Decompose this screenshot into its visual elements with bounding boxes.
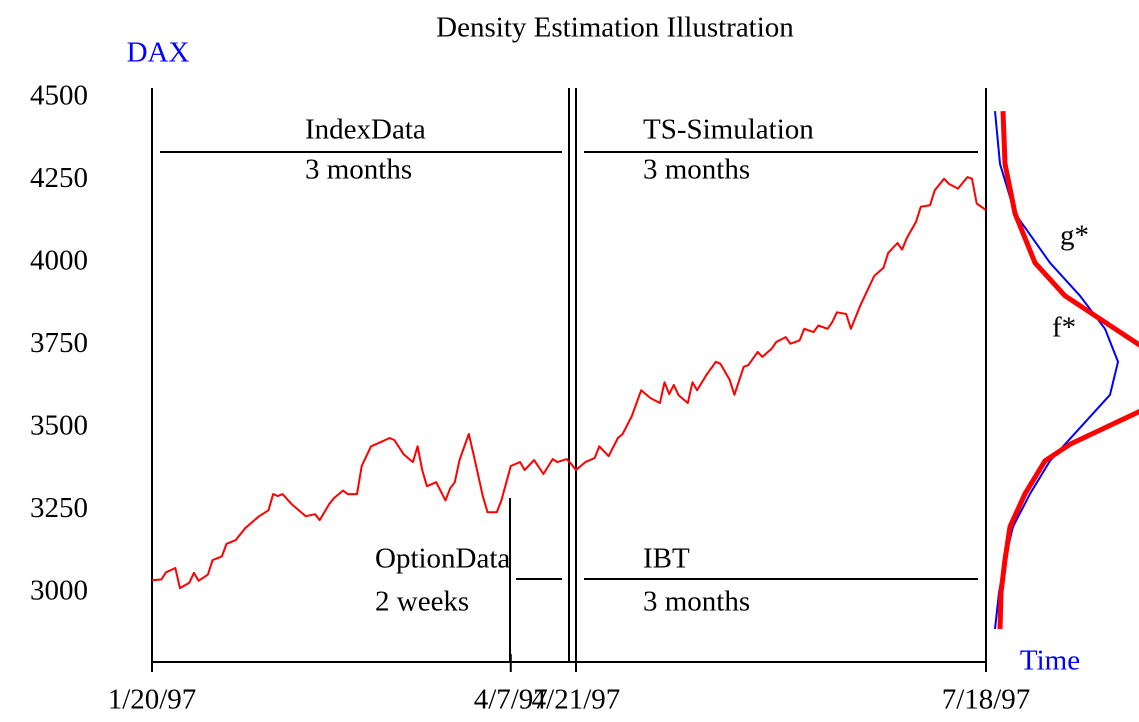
annotation: 3 months	[643, 586, 750, 618]
x-tick-label: 4/21/97	[532, 684, 621, 716]
annotation: TS-Simulation	[643, 114, 814, 146]
x-tick-label: 7/18/97	[942, 684, 1031, 716]
x-tick-label: 1/20/97	[108, 684, 197, 716]
y-tick-label: 3750	[30, 327, 88, 359]
annotation: OptionData	[375, 543, 510, 575]
density-label: g*	[1060, 220, 1089, 252]
y-tick-label: 4000	[30, 244, 88, 276]
density-label: f*	[1052, 312, 1076, 344]
annotation: IndexData	[305, 114, 426, 146]
annotation: 3 months	[643, 154, 750, 186]
y-tick-label: 3250	[30, 492, 88, 524]
y-axis-label: DAX	[127, 37, 190, 69]
density-curve	[997, 111, 1139, 630]
y-tick-label: 3500	[30, 409, 88, 441]
chart-title: Density Estimation Illustration	[436, 12, 794, 44]
annotation: 2 weeks	[375, 586, 469, 618]
x-tick-label: 4/7/97	[474, 684, 548, 716]
y-tick-label: 4500	[30, 80, 88, 112]
density-curve	[994, 111, 1119, 630]
annotation: IBT	[643, 543, 690, 575]
x-axis-label: Time	[1020, 645, 1080, 677]
y-tick-label: 4250	[30, 162, 88, 194]
annotation: 3 months	[305, 154, 412, 186]
y-tick-label: 3000	[30, 574, 88, 606]
price-line	[151, 176, 987, 590]
